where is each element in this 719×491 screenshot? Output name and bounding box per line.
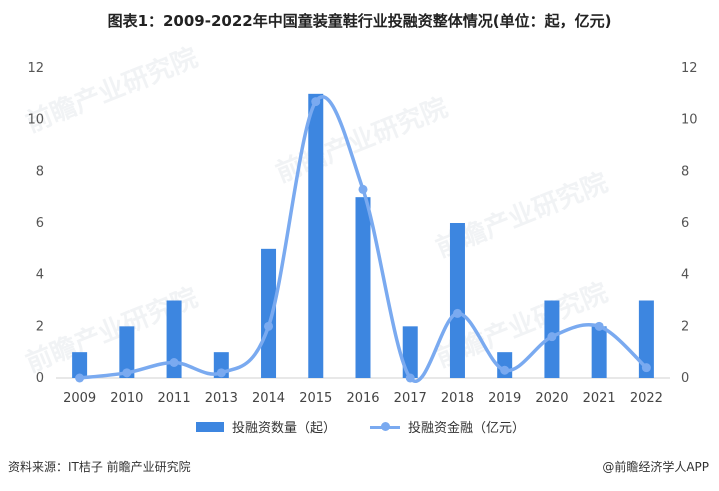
line-point <box>452 308 462 318</box>
y-right-tick-label: 6 <box>681 216 689 231</box>
y-left-tick-label: 0 <box>36 371 44 386</box>
x-tick-label: 2022 <box>630 391 663 406</box>
bar <box>119 326 135 378</box>
bar <box>308 93 324 378</box>
legend-item-line[interactable]: 投融资金融（亿元） <box>370 417 525 436</box>
y-left-tick-label: 2 <box>36 319 44 334</box>
line-point <box>311 97 321 107</box>
line-point <box>75 373 85 383</box>
line-point <box>122 368 132 378</box>
x-tick-label: 2014 <box>252 391 285 406</box>
y-right-tick-label: 8 <box>681 164 689 179</box>
y-right-tick-label: 10 <box>681 113 698 128</box>
x-tick-label: 2021 <box>583 391 616 406</box>
bar <box>449 223 465 378</box>
x-tick-label: 2020 <box>535 391 568 406</box>
x-tick-label: 2009 <box>63 391 96 406</box>
legend-line-marker <box>381 422 390 431</box>
x-tick-label: 2011 <box>158 391 191 406</box>
line-point <box>216 368 226 378</box>
y-left-tick-label: 10 <box>27 113 44 128</box>
legend: 投融资数量（起） 投融资金融（亿元） <box>0 417 719 437</box>
bar <box>402 326 418 378</box>
source-note: 资料来源：IT桔子 前瞻产业研究院 <box>8 460 191 474</box>
credit: @前瞻经济学人APP <box>602 460 709 474</box>
x-tick-label: 2017 <box>394 391 427 406</box>
bar <box>591 326 607 378</box>
y-left-tick-label: 6 <box>36 216 44 231</box>
y-right-tick-label: 4 <box>681 268 689 283</box>
y-right-tick-label: 12 <box>681 61 698 76</box>
bar <box>166 300 182 378</box>
x-tick-label: 2016 <box>346 391 379 406</box>
x-tick-label: 2018 <box>441 391 474 406</box>
line-point <box>500 365 510 375</box>
x-tick-label: 2015 <box>299 391 332 406</box>
line-point <box>594 321 604 331</box>
legend-item-bar[interactable]: 投融资数量（起） <box>196 417 336 436</box>
y-right-tick-label: 0 <box>681 371 689 386</box>
y-left-tick-label: 8 <box>36 164 44 179</box>
line-point <box>358 184 368 194</box>
legend-bar-swatch <box>196 422 224 432</box>
line-point <box>641 363 651 373</box>
x-tick-label: 2010 <box>110 391 143 406</box>
line-point <box>169 358 179 367</box>
line-point <box>264 321 274 331</box>
x-tick-label: 2013 <box>205 391 238 406</box>
legend-bar-label: 投融资数量（起） <box>232 421 337 436</box>
line-point <box>547 332 557 342</box>
line-point <box>405 373 415 383</box>
y-left-tick-label: 12 <box>27 61 44 76</box>
combo-chart: 0 2 4 6 8 10 12 0 2 4 6 8 10 12 2009 2010 2011 2013 2014 20… <box>27 61 698 406</box>
chart-title: 图表1：2009-2022年中国童装童鞋行业投融资整体情况(单位：起，亿元) <box>107 12 612 30</box>
y-left-tick-label: 4 <box>36 268 44 283</box>
x-tick-label: 2019 <box>488 391 521 406</box>
bar <box>261 248 277 378</box>
bar <box>72 352 88 378</box>
legend-line-label: 投融资金融（亿元） <box>408 421 526 436</box>
y-right-tick-label: 2 <box>681 319 689 334</box>
bar <box>638 300 654 378</box>
bar <box>355 197 371 378</box>
